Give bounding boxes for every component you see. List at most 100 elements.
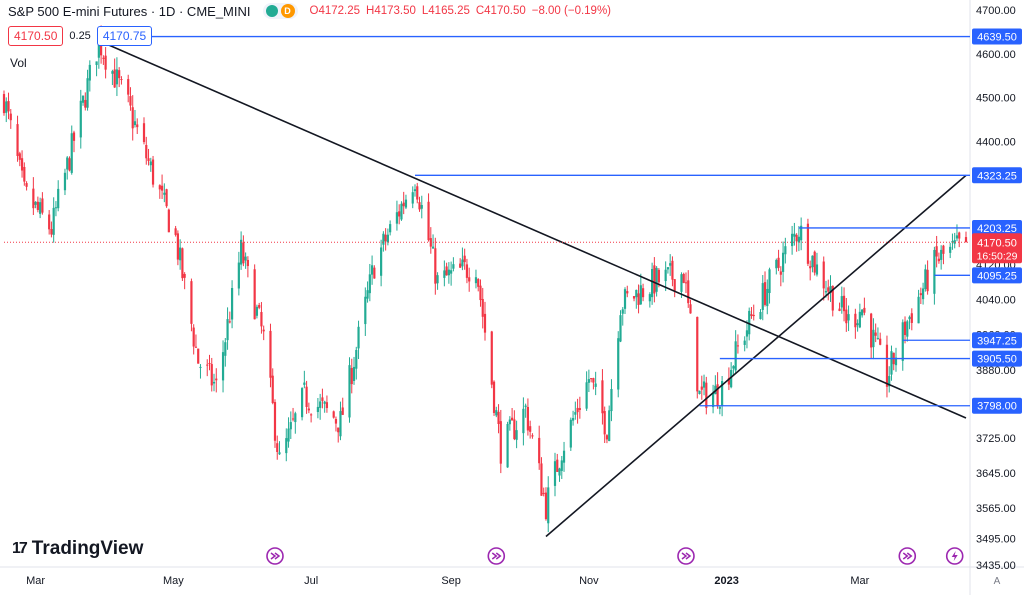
x-tick-label: Mar <box>26 575 45 587</box>
candle-body-down <box>418 202 421 210</box>
spread-value: 0.25 <box>69 30 91 42</box>
candle-body-up <box>876 337 880 339</box>
dividend-event-icon[interactable] <box>677 547 695 565</box>
candle-body-up <box>547 487 550 524</box>
candle-body-up <box>711 392 715 408</box>
candle-body-down <box>260 312 263 327</box>
candle-body-down <box>736 345 740 347</box>
candle-body-up <box>861 309 864 316</box>
candle-body-up <box>88 64 91 81</box>
ohlc-high: H4173.50 <box>366 5 416 17</box>
candle-body-up <box>621 309 624 314</box>
candle-body-up <box>230 287 234 320</box>
candle-body-down <box>657 269 660 283</box>
candle-body-down <box>481 298 484 317</box>
dividend-event-icon[interactable] <box>898 547 917 565</box>
y-tick-label: 4700.00 <box>976 5 1016 17</box>
candle-body-down <box>601 380 604 414</box>
symbol-title[interactable]: S&P 500 E-mini Futures · 1D · CME_MINI <box>8 3 251 19</box>
candle-body-up <box>840 296 843 308</box>
candle-body-up <box>608 410 611 442</box>
candle-body-down <box>434 248 437 284</box>
candle-body-up <box>824 290 828 293</box>
candle-body-up <box>386 234 389 243</box>
candle-body-up <box>745 330 749 337</box>
candle-body-down <box>398 211 401 217</box>
candle-body-up <box>224 342 227 356</box>
candle-body-down <box>7 101 10 112</box>
fast-forward-icon <box>491 552 502 560</box>
candle-body-down <box>102 57 105 59</box>
candle-body-up <box>149 161 152 166</box>
candle-body-down <box>490 331 493 385</box>
candle-body-up <box>698 390 701 395</box>
candle-body-up <box>553 461 557 486</box>
candle-body-up <box>890 351 893 375</box>
candle-body-up <box>411 192 414 204</box>
last-price-tag <box>972 233 1022 264</box>
tradingview-logo[interactable]: 17 TradingView <box>12 538 143 560</box>
y-tick-label: 4040.00 <box>976 295 1016 307</box>
level-price-label: 4323.25 <box>977 170 1017 182</box>
candle-body-up <box>940 249 943 260</box>
candle-body-up <box>436 275 439 284</box>
candle-body-up <box>133 121 137 126</box>
candle-body-up <box>316 406 319 412</box>
candle-body-down <box>468 277 471 282</box>
candle-body-up <box>39 202 42 214</box>
candle-body-up <box>495 410 498 416</box>
earnings-event-icon[interactable] <box>945 547 964 565</box>
sell-price-button[interactable]: 4170.50 <box>8 26 64 46</box>
candle-body-up <box>70 133 73 173</box>
level-price-tag <box>972 219 1022 236</box>
candle-body-up <box>226 319 229 341</box>
candle-body-down <box>129 96 132 106</box>
candle-body-down <box>700 386 703 390</box>
candle-body-up <box>352 366 356 381</box>
candle-body-down <box>483 313 487 333</box>
level-price-label: 4203.25 <box>977 223 1017 235</box>
candle-body-up <box>856 323 859 326</box>
buy-price-button[interactable]: 4170.75 <box>96 26 153 46</box>
descending-trendline <box>98 39 967 419</box>
candle-body-down <box>641 288 645 298</box>
volume-label[interactable]: Vol <box>10 56 27 70</box>
candle-body-down <box>863 307 866 313</box>
candle-body-down <box>477 279 480 287</box>
candle-body-up <box>515 430 518 440</box>
candle-body-down <box>373 267 376 279</box>
candle-body-up <box>651 269 654 298</box>
candle-body-down <box>626 291 629 294</box>
candle-body-down <box>325 402 329 409</box>
candle-body-down <box>696 316 699 392</box>
candle-body-down <box>158 185 161 190</box>
candle-body-up <box>323 401 326 404</box>
candle-body-down <box>20 158 24 171</box>
candle-body-down <box>879 338 882 345</box>
candle-body-down <box>271 375 274 404</box>
candle-body-down <box>578 408 581 410</box>
auto-scale-button[interactable]: A <box>993 575 1001 587</box>
candle-body-up <box>560 460 563 471</box>
market-status-toggle[interactable]: D <box>262 3 298 19</box>
candle-body-down <box>926 269 929 292</box>
candle-body-down <box>576 407 579 413</box>
candle-body-up <box>404 199 408 208</box>
y-tick-label: 3435.00 <box>976 560 1016 572</box>
candle-body-up <box>815 264 819 275</box>
candle-body-up <box>921 288 925 300</box>
level-price-tag <box>972 267 1022 284</box>
candle-body-up <box>400 203 403 220</box>
candle-body-down <box>822 261 825 289</box>
dividend-event-icon[interactable] <box>487 547 506 565</box>
candle-body-down <box>777 257 780 268</box>
dividend-event-icon[interactable] <box>266 547 284 565</box>
candle-body-down <box>321 397 324 401</box>
candle-body-up <box>382 233 385 245</box>
candle-body-down <box>845 309 848 324</box>
candle-body-down <box>72 132 76 141</box>
candle-body-up <box>872 329 875 348</box>
candle-body-up <box>781 252 785 272</box>
x-tick-label: Jul <box>304 575 318 587</box>
